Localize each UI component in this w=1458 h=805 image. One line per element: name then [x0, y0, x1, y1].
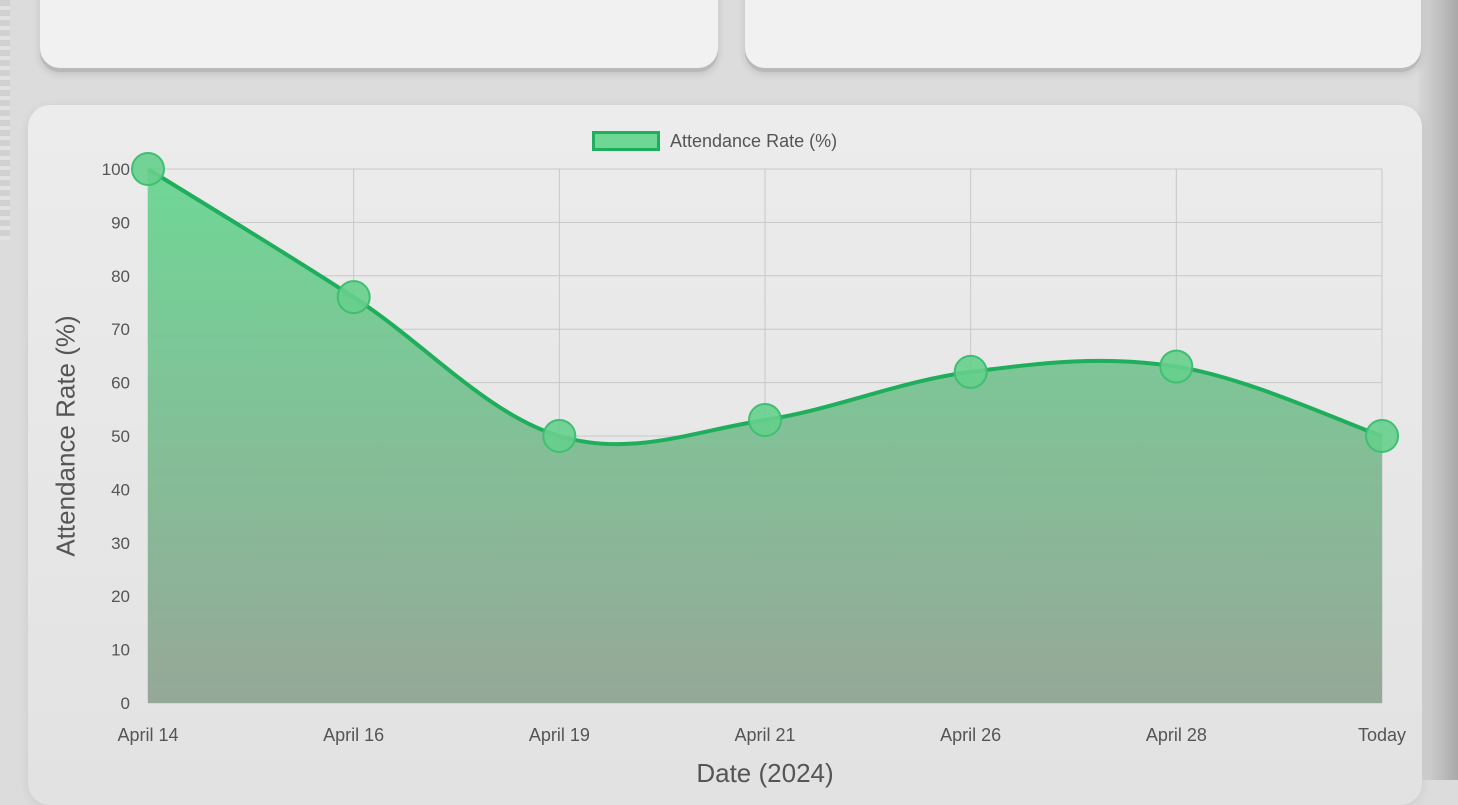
- x-tick-label: April 16: [323, 725, 384, 745]
- stat-card-right: [745, 0, 1421, 68]
- stat-card-left: [40, 0, 718, 68]
- x-tick-label: Today: [1358, 725, 1406, 745]
- y-tick-label: 0: [121, 694, 130, 713]
- data-point: [748, 402, 782, 437]
- y-tick-labels: 0 10 20 30 40 50 60 70 80 90 100: [102, 160, 130, 713]
- legend-label: Attendance Rate (%): [670, 130, 838, 151]
- data-point: [1365, 419, 1399, 453]
- y-tick-label: 10: [111, 641, 130, 660]
- y-tick-label: 30: [111, 534, 130, 553]
- x-tick-label: April 26: [940, 725, 1001, 745]
- x-tick-label: April 28: [1146, 725, 1207, 745]
- data-point: [131, 152, 165, 186]
- y-tick-label: 20: [111, 587, 130, 606]
- y-tick-label: 70: [111, 320, 130, 339]
- legend-swatch: [592, 131, 660, 151]
- y-axis-label: Attendance Rate (%): [50, 315, 81, 557]
- window-edge: [1418, 0, 1458, 780]
- data-points: [131, 152, 1399, 453]
- x-tick-label: April 19: [529, 725, 590, 745]
- y-tick-label: 60: [111, 374, 130, 393]
- data-point: [1159, 349, 1194, 384]
- x-tick-label: April 14: [117, 725, 178, 745]
- data-point: [336, 280, 371, 315]
- background-strip: [0, 0, 10, 240]
- y-tick-label: 40: [111, 480, 130, 499]
- y-tick-label: 90: [111, 213, 130, 232]
- x-tick-labels: April 14 April 16 April 19 April 21 April 26…: [117, 725, 1406, 745]
- y-tick-label: 50: [111, 427, 130, 446]
- x-tick-label: April 21: [734, 725, 795, 745]
- y-tick-label: 100: [102, 160, 130, 179]
- data-point: [542, 419, 577, 453]
- y-tick-label: 80: [111, 267, 130, 286]
- chart-legend[interactable]: Attendance Rate (%): [592, 128, 837, 154]
- x-axis-label: Date (2024): [696, 758, 834, 788]
- data-point: [953, 354, 988, 389]
